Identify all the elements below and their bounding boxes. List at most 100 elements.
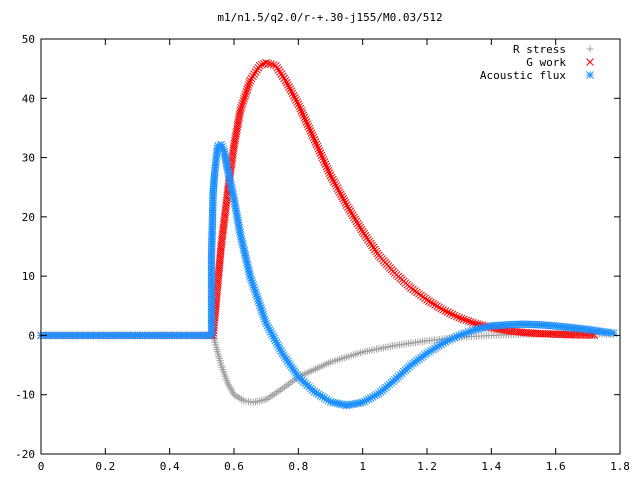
data-point: [327, 173, 336, 182]
data-point: [453, 312, 461, 321]
data-point: [235, 111, 244, 119]
data-point: [264, 59, 273, 68]
data-point: [292, 96, 300, 104]
legend-label: G work: [526, 56, 566, 69]
x-tick-label: 1.2: [417, 460, 437, 473]
data-point: [293, 98, 302, 106]
data-point: [312, 140, 321, 149]
data-point: [246, 76, 254, 85]
data-point: [353, 219, 362, 228]
data-point: [241, 92, 249, 101]
data-point: [296, 104, 305, 113]
data-point: [322, 162, 331, 171]
data-point: [299, 111, 308, 120]
data-point: [333, 184, 342, 192]
data-point: [233, 125, 241, 133]
data-point: [238, 101, 246, 110]
data-point: [336, 190, 345, 199]
data-point: [450, 311, 459, 320]
data-point: [431, 301, 439, 309]
data-point: [271, 61, 280, 70]
data-point: [315, 147, 324, 155]
data-point: [304, 122, 313, 131]
data-point: [301, 115, 310, 124]
data-point: [335, 188, 344, 197]
data-point: [357, 225, 366, 234]
axes: 0 0.2 0.4 0.6 0.8 1 1.2 1.4 1.6 1.8 -20 -10 0 10 20 30 4…: [15, 33, 630, 473]
x-tick-label: 0: [38, 460, 45, 473]
data-point: [437, 304, 445, 313]
data-point: [287, 87, 296, 96]
data-point: [311, 138, 320, 146]
data-point: [324, 167, 333, 175]
data-point: [276, 68, 284, 76]
data-point: [244, 83, 252, 92]
x-tick-label: 0.2: [95, 460, 115, 473]
data-point: [231, 132, 240, 141]
data-point: [348, 211, 357, 220]
y-tick-label: 10: [22, 270, 35, 283]
data-point: [334, 186, 343, 195]
data-point: [242, 88, 251, 96]
data-point: [328, 175, 337, 184]
data-point: [248, 72, 257, 81]
legend-marker: [586, 58, 594, 66]
data-point: [278, 72, 287, 81]
data-point: [446, 309, 454, 318]
legend-marker: [586, 71, 594, 79]
data-point: [283, 80, 292, 89]
chart-title: m1/n1.5/q2.0/r-+.30-j155/M0.03/512: [217, 11, 442, 24]
data-point: [314, 144, 323, 153]
data-point: [274, 66, 283, 74]
data-point: [433, 343, 441, 351]
data-point: [469, 318, 477, 327]
data-point: [339, 194, 347, 203]
data-point: [310, 135, 319, 144]
data-point: [340, 196, 349, 205]
y-tick-label: 50: [22, 33, 35, 46]
data-point: [232, 127, 241, 136]
data-point: [300, 113, 309, 122]
data-point: [443, 308, 452, 316]
data-point: [298, 109, 307, 117]
y-tick-label: 30: [22, 152, 35, 165]
data-point: [352, 217, 361, 226]
data-point: [317, 151, 326, 160]
data-point: [234, 115, 243, 124]
x-tick-label: 0.8: [288, 460, 308, 473]
x-tick-label: 0.4: [160, 460, 180, 473]
data-point: [245, 78, 254, 87]
data-point: [350, 213, 358, 222]
data-point: [290, 93, 299, 102]
data-point: [294, 100, 303, 109]
data-point: [244, 81, 253, 89]
data-point: [286, 85, 294, 93]
data-point: [427, 298, 435, 307]
data-point: [464, 317, 473, 325]
data-point: [230, 141, 238, 150]
data-point: [355, 221, 363, 230]
data-point: [425, 297, 433, 305]
y-tick-label: 20: [22, 211, 35, 224]
data-point: [236, 106, 245, 114]
data-point: [262, 58, 271, 67]
data-point: [231, 134, 240, 143]
data-point: [351, 215, 360, 224]
legend-marker: [586, 45, 594, 53]
data-point: [356, 223, 365, 232]
data-point: [255, 61, 264, 70]
plot-frame: [40, 38, 621, 455]
data-point: [423, 296, 431, 304]
data-point: [457, 314, 466, 323]
data-point: [319, 155, 328, 164]
data-point: [429, 299, 437, 308]
data-point: [250, 70, 259, 79]
data-point: [238, 99, 247, 108]
data-point: [307, 129, 316, 137]
data-point: [306, 127, 315, 135]
legend-label: Acoustic flux: [480, 69, 566, 82]
data-point: [240, 94, 248, 103]
data-point: [346, 207, 355, 216]
data-point: [303, 120, 312, 129]
